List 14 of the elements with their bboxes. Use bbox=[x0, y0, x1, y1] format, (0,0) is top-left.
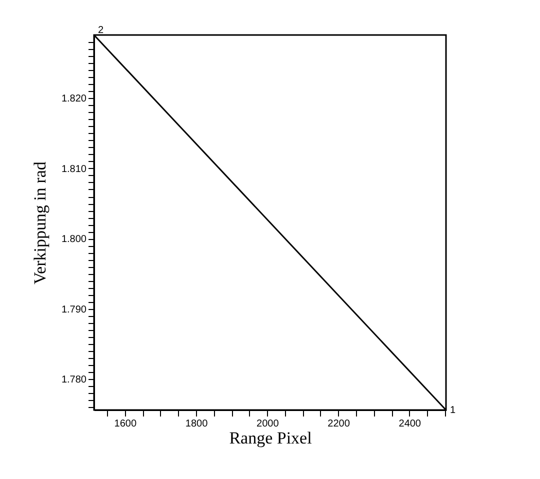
x-axis-title: Range Pixel bbox=[229, 428, 312, 448]
x-tick-label: 1800 bbox=[185, 418, 208, 430]
y-tick-label: 1.790 bbox=[61, 304, 87, 316]
y-tick-label: 1.820 bbox=[61, 94, 87, 105]
annotation: 1 bbox=[450, 405, 456, 416]
annotation: 2 bbox=[98, 25, 104, 36]
y-tick-label: 1.780 bbox=[61, 374, 87, 386]
x-tick-label: 2200 bbox=[328, 418, 350, 430]
y-axis-title: Verkippung in rad bbox=[30, 161, 50, 284]
y-tick-label: 1.810 bbox=[61, 164, 87, 175]
x-tick-label: 2400 bbox=[398, 418, 422, 430]
x-tick-label: 2000 bbox=[256, 418, 280, 430]
x-tick-label: 1600 bbox=[114, 418, 137, 430]
y-tick-label: 1.800 bbox=[61, 234, 87, 246]
